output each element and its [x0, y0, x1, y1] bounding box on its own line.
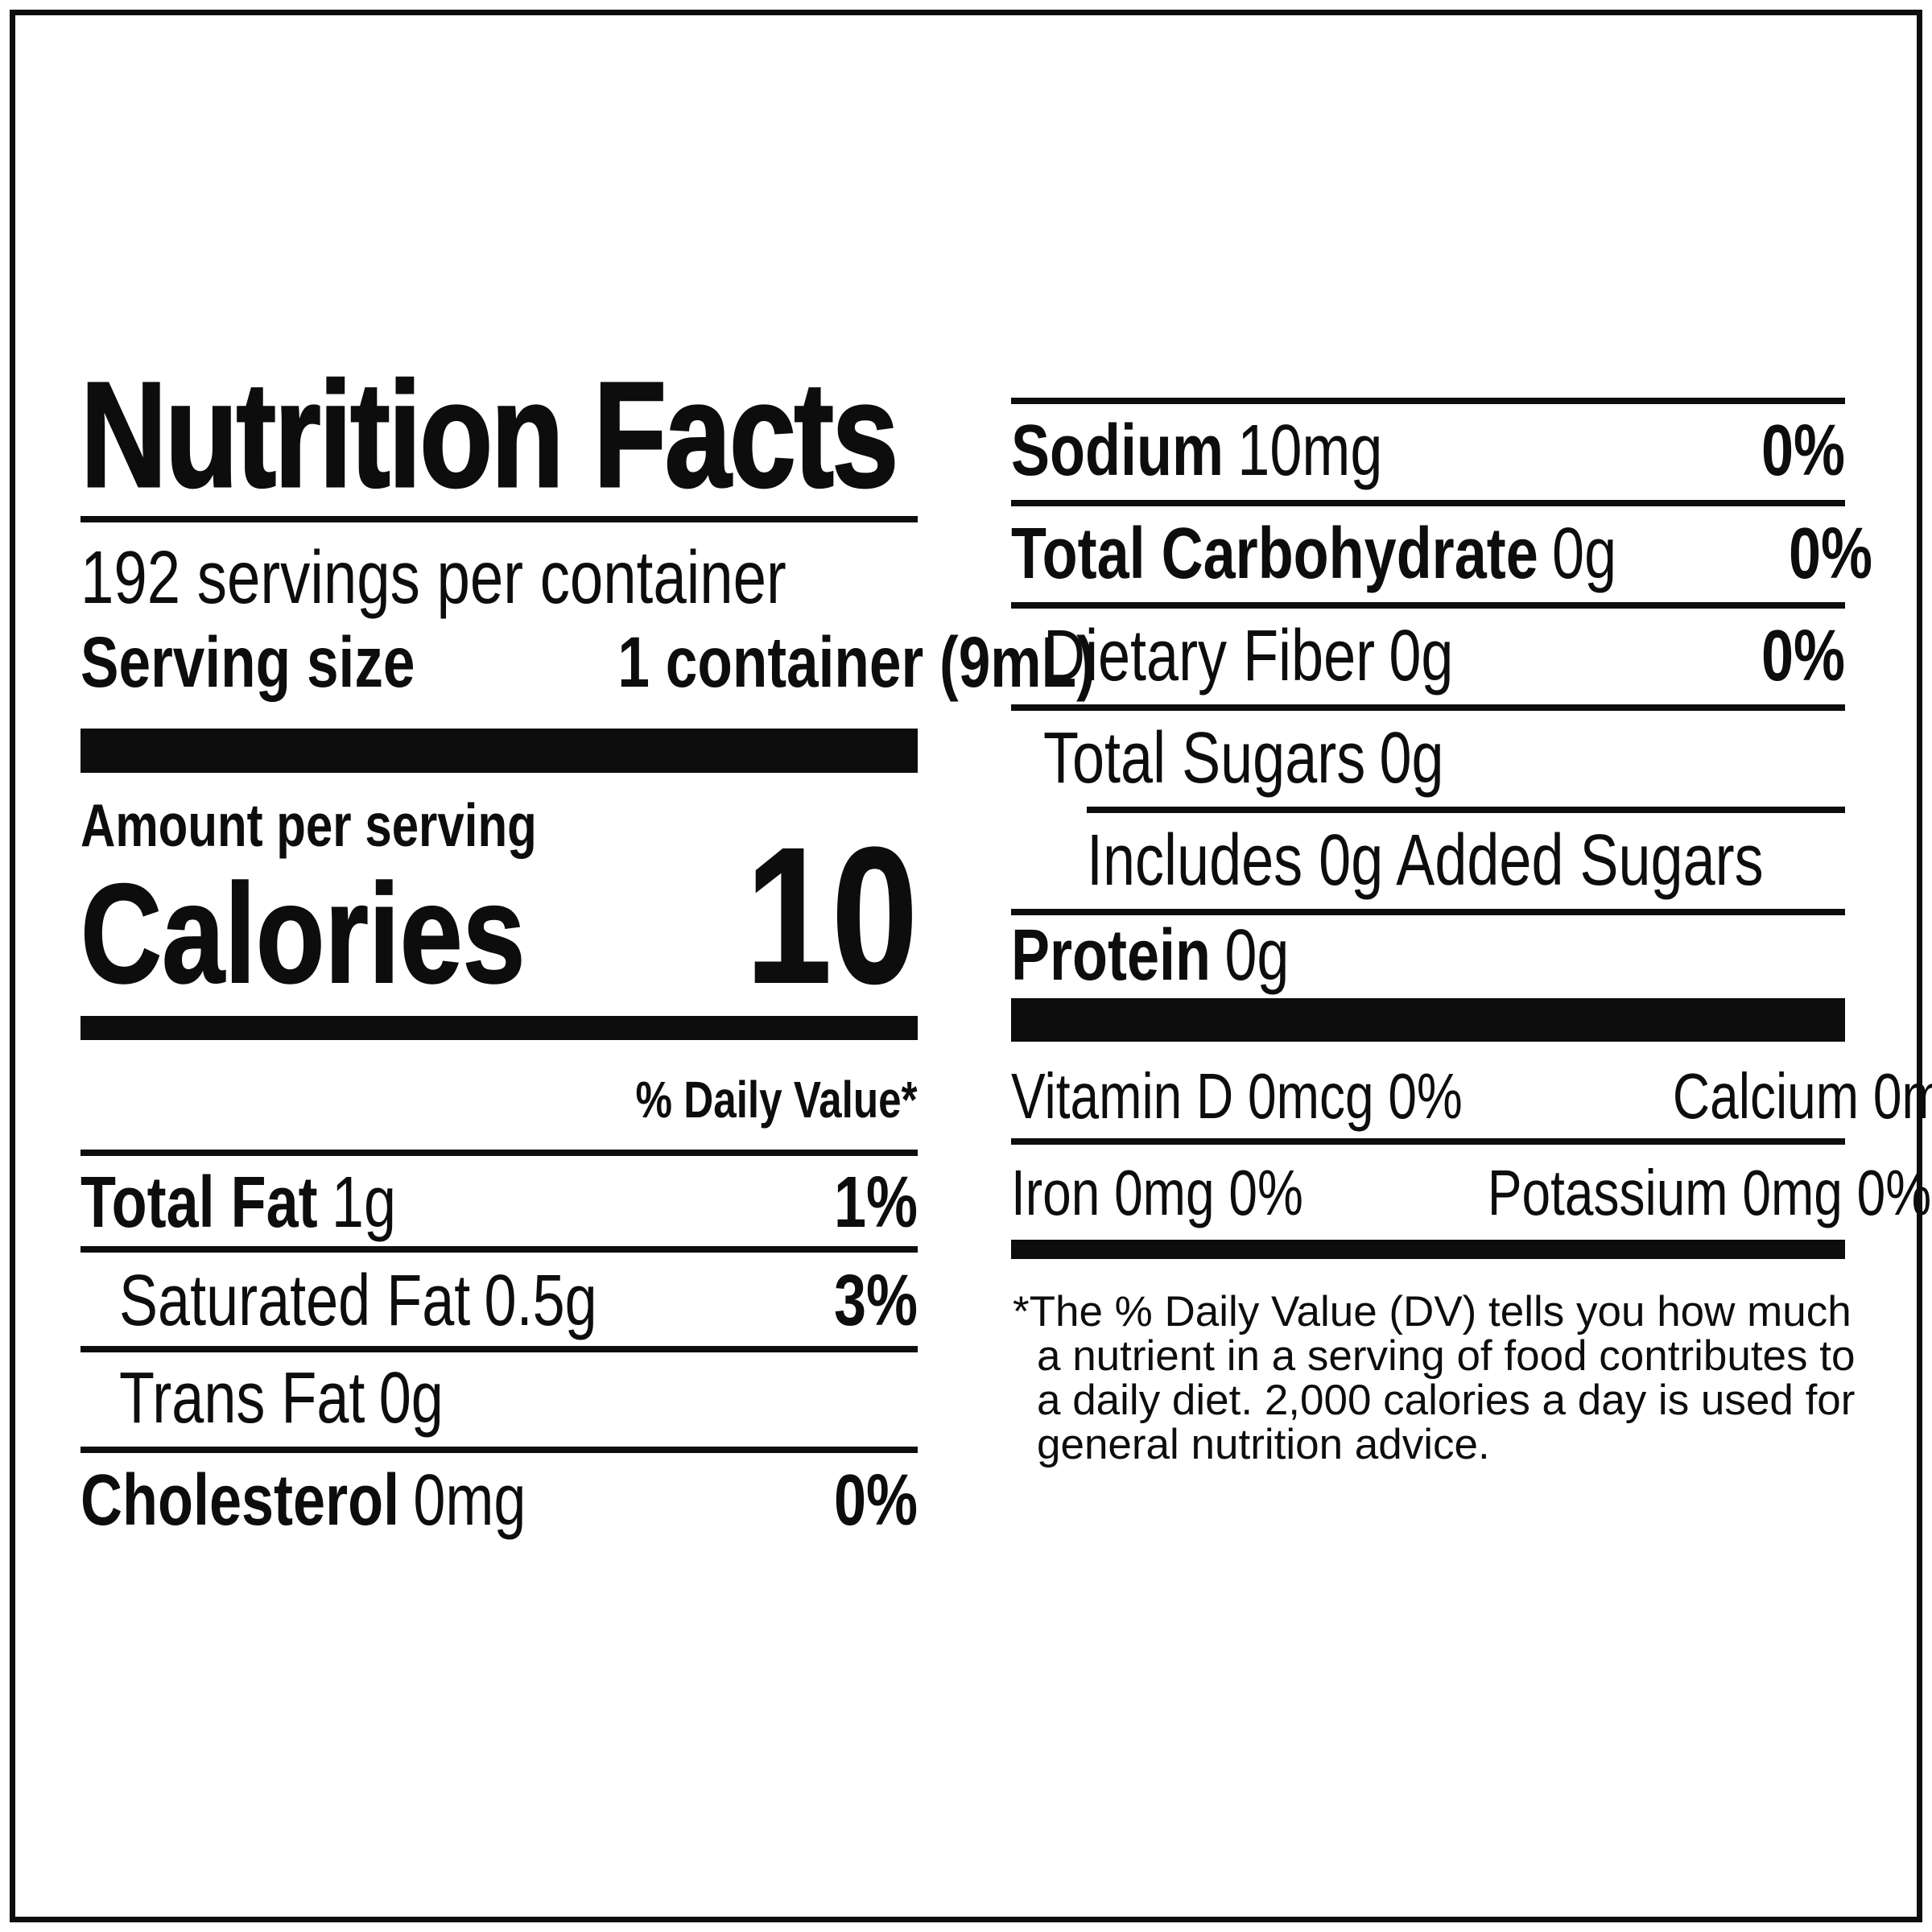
micronutrient-row-1: Vitamin D 0mcg 0% Calcium 0mg 0% [1011, 1060, 1932, 1132]
calories-label: Calories [80, 856, 526, 1013]
serving-size-value: 1 container (9mL) [617, 621, 1096, 702]
dv-value: 0% [1789, 514, 1873, 594]
dv-value: 1% [833, 1162, 918, 1243]
serving-size-row: Serving size 1 container (9mL) [80, 621, 1096, 702]
thick-bar-bottom [1011, 1240, 1845, 1259]
calories-row: Calories 10 [80, 807, 919, 1023]
daily-value-header: % Daily Value* [635, 1071, 918, 1129]
divider [1011, 398, 1845, 404]
amount-per-serving: Amount per serving [80, 791, 537, 859]
divider [1011, 500, 1845, 506]
label-left-column: Nutrition Facts 192 servings per contain… [80, 0, 1096, 1932]
divider [80, 1246, 918, 1253]
nutrient-row-total-sugars: Total Sugars 0g [1043, 718, 1444, 799]
thick-bar-calories [80, 1016, 918, 1040]
divider [1011, 909, 1845, 915]
servings-per-container: 192 servings per container [80, 535, 786, 619]
nutrient-row-added-sugars: Includes 0g Added Sugars 0% [1087, 820, 1764, 901]
divider [1011, 1138, 1845, 1145]
daily-value-footnote: *The % Daily Value (DV) tells you how mu… [1013, 1288, 1856, 1468]
calories-value: 10 [745, 807, 919, 1023]
thick-bar-protein [1011, 998, 1845, 1042]
dv-value: 0% [1761, 616, 1845, 696]
divider-under-title [80, 516, 918, 522]
micronutrient-row-2: Iron 0mg 0% Potassium 0mg 0% [1011, 1157, 1931, 1228]
divider [1011, 602, 1845, 609]
divider [80, 1447, 918, 1453]
dv-value: 0% [833, 1460, 918, 1541]
dv-value: 0% [1761, 411, 1845, 491]
nutrient-row-sodium: Sodium 10mg 0% [1011, 411, 1845, 491]
calcium-value: Calcium 0mg 0% [1672, 1060, 1932, 1132]
nutrient-row-total-fat: Total Fat 1g 1% [80, 1162, 918, 1243]
divider [80, 1150, 918, 1156]
label-title-text: Nutrition Facts [80, 352, 900, 518]
nutrient-row-dietary-fiber: Dietary Fiber 0g 0% [1043, 616, 1845, 696]
divider [80, 1346, 918, 1352]
nutrient-row-cholesterol: Cholesterol 0mg 0% [80, 1460, 918, 1541]
serving-size-label: Serving size [80, 621, 415, 702]
thick-bar-serving [80, 729, 918, 773]
label-right-column: Sodium 10mg 0% Total Carbohydrate 0g 0% Di… [1011, 0, 1932, 1932]
nutrient-row-trans-fat: Trans Fat 0g [119, 1358, 444, 1439]
divider-indented [1087, 807, 1845, 813]
label-border [10, 10, 1922, 1922]
nutrient-row-total-carbohydrate: Total Carbohydrate 0g 0% [1011, 514, 1873, 594]
nutrient-row-saturated-fat: Saturated Fat 0.5g 3% [119, 1261, 918, 1341]
divider [1011, 704, 1845, 711]
dv-value: 3% [833, 1261, 918, 1341]
potassium-value: Potassium 0mg 0% [1487, 1157, 1931, 1228]
iron-value: Iron 0mg 0% [1011, 1157, 1303, 1228]
nutrient-row-protein: Protein 0g [1011, 915, 1290, 996]
label-title: Nutrition Facts [80, 352, 918, 518]
vitamin-d-value: Vitamin D 0mcg 0% [1011, 1060, 1463, 1132]
